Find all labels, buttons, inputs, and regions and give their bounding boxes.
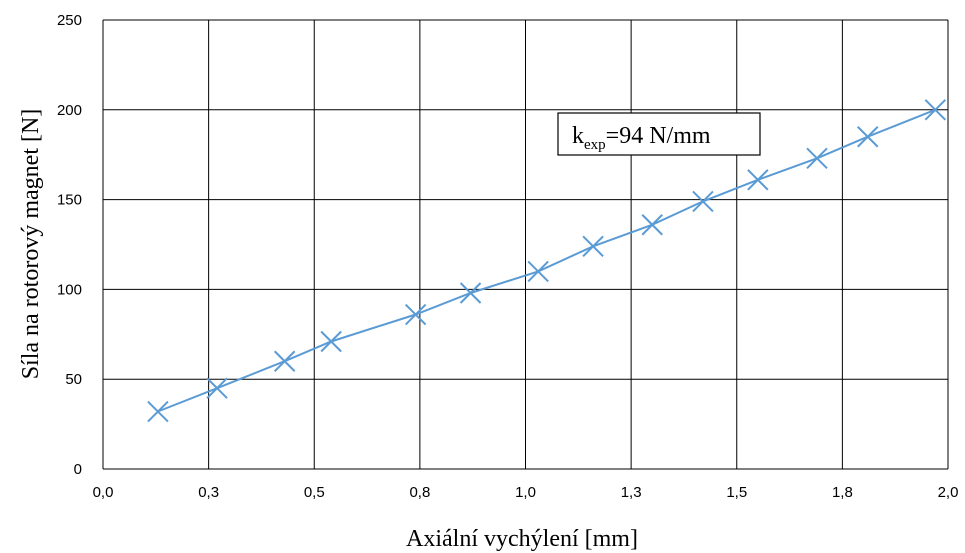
annotation-box: kexp=94 N/mm [557,112,761,156]
y-tick-label: 250 [57,12,82,29]
y-tick-label: 0 [74,461,82,478]
x-tick-label: 0,5 [304,484,325,501]
x-tick-label: 1,0 [515,484,536,501]
data-markers [147,99,947,423]
data-point-marker [582,235,604,258]
data-point-marker [806,147,828,169]
x-tick-label: 1,5 [726,484,747,501]
data-point-marker [206,377,228,399]
data-point-marker [404,303,427,326]
annotation-prefix: k [572,123,584,149]
y-tick-label: 200 [57,102,82,119]
annotation-subscript: exp [584,137,606,153]
y-tick-label: 50 [65,371,82,388]
y-tick-labels: 0 50 100 150 200 250 [57,12,82,478]
x-tick-label: 0,8 [409,484,430,501]
data-point-marker [747,169,769,191]
y-axis-title: Síla na rotorový magnet [N] [18,109,44,380]
data-point-marker [320,330,342,353]
data-point-marker [857,126,879,148]
x-tick-label: 2,0 [938,484,959,501]
x-axis-title: Axiální vychýlení [mm] [406,526,638,552]
y-tick-label: 100 [57,281,82,298]
data-point-marker [459,282,482,304]
series-polyline [157,108,936,413]
data-point-marker [924,99,947,121]
x-tick-label: 1,3 [621,484,642,501]
y-tick-label: 150 [57,192,82,209]
x-tick-label: 0,0 [93,484,114,501]
data-point-marker [692,190,714,213]
grid [102,19,949,470]
data-point-marker [527,260,549,283]
series-line [157,108,936,413]
data-point-marker [147,400,169,423]
annotation-suffix: =94 N/mm [606,123,711,149]
x-tick-label: 1,8 [832,484,853,501]
x-tick-label: 0,3 [198,484,219,501]
annotation-label: kexp=94 N/mm [572,123,711,153]
data-point-marker [273,350,296,372]
data-point-marker [641,214,663,236]
x-tick-labels: 0,0 0,3 0,5 0,8 1,0 1,3 1,5 1,8 2,0 [93,484,959,501]
